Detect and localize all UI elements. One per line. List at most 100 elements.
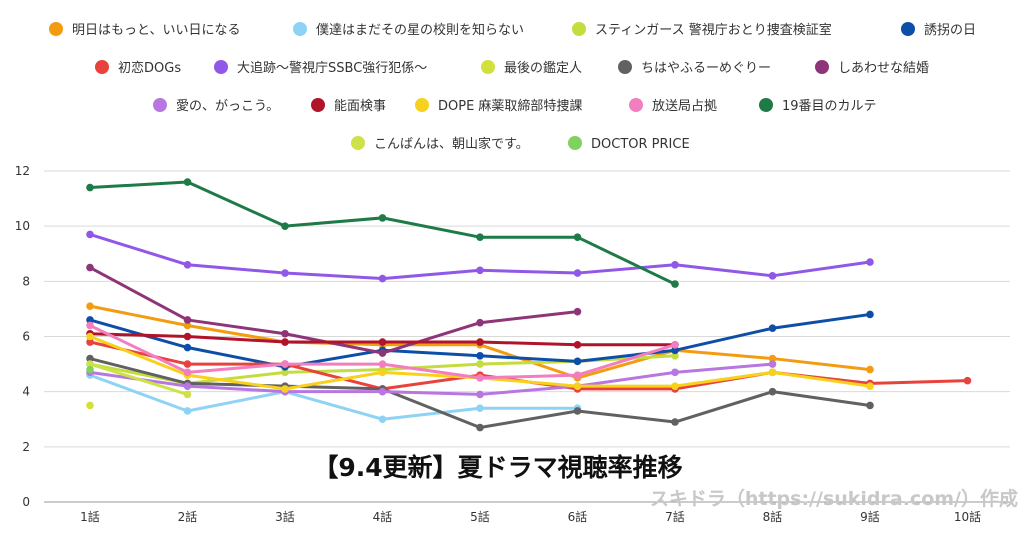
data-point [86,321,94,330]
data-point [86,354,94,363]
series-3 [86,310,874,371]
data-point [183,321,192,330]
legend-item-9[interactable]: 愛の、がっこう。 [153,98,279,114]
series-layer [86,178,972,432]
legend-item-1[interactable]: 僕達はまだその星の校則を知らない [293,22,524,38]
data-point [183,407,192,415]
legend-item-0[interactable]: 明日はもっと、いい日になる [49,22,240,38]
data-point [768,272,777,280]
legend-marker [95,60,109,74]
y-tick-label: 4 [22,385,30,399]
legend-marker [815,60,829,74]
series-15 [86,365,94,374]
watermark-text: スキドラ（https://sukidra.com/）作成 [650,487,1018,510]
x-tick-label: 6話 [568,509,588,524]
legend-item-11[interactable]: DOPE 麻薬取締部特捜課 [415,98,582,114]
x-tick-label: 1話 [80,509,100,524]
data-point [671,382,679,390]
data-point [671,280,679,288]
legend-marker [481,60,495,74]
y-tick-label: 12 [15,164,30,178]
series-14 [86,360,192,399]
legend-marker [351,136,365,150]
series-line [88,362,774,396]
data-point [573,340,582,349]
legend-item-14[interactable]: こんばんは、朝山家です。 [351,136,529,152]
x-tick-label: 4話 [373,509,393,524]
series-6 [86,401,94,410]
data-point [378,214,387,222]
legend-item-15[interactable]: DOCTOR PRICE [568,136,690,152]
legend-label: スティンガース 警視庁おとり捜査検証室 [595,22,832,38]
data-point [378,415,387,424]
legend-item-7[interactable]: ちはやふるーめぐりー [618,60,771,76]
data-point [476,423,484,432]
legend-item-10[interactable]: 能面検事 [311,98,386,114]
legend-marker [311,98,325,112]
data-point [378,274,387,283]
data-point [573,269,582,277]
y-tick-label: 2 [22,440,30,454]
data-point [963,376,972,385]
data-point [671,418,679,426]
data-point [476,266,484,275]
data-point [768,368,777,377]
data-point [86,338,94,346]
data-point [86,316,94,324]
data-point [281,338,289,346]
legend-item-2[interactable]: スティンガース 警視庁おとり捜査検証室 [572,22,832,38]
x-tick-label: 9話 [860,509,880,524]
data-point [573,307,582,316]
y-tick-label: 10 [15,219,30,233]
legend-item-12[interactable]: 放送局占拠 [629,98,717,114]
data-point [573,382,582,390]
legend-item-5[interactable]: 大追跡〜警視庁SSBC強行犯係〜 [214,60,427,76]
legend-label: 愛の、がっこう。 [176,99,279,114]
data-point [768,324,777,333]
data-point [866,310,874,319]
data-point [183,382,192,390]
data-point [573,407,582,415]
series-line [88,362,189,396]
data-point [183,368,192,377]
legend-label: 能面検事 [334,99,386,114]
x-tick-label: 2話 [178,509,198,524]
series-13 [86,178,679,288]
legend-label: DOPE 麻薬取締部特捜課 [438,98,582,114]
legend-marker [901,22,915,36]
data-point [476,360,484,368]
series-10 [86,329,679,349]
legend-label: 明日はもっと、いい日になる [72,23,240,38]
legend-label: ちはやふるーめぐりー [641,61,771,76]
data-point [281,360,289,368]
data-point [86,263,94,272]
data-point [378,387,387,396]
data-point [866,401,874,410]
chart-title: 【9.4更新】夏ドラマ視聴率推移 [313,453,682,482]
legend-item-6[interactable]: 最後の鑑定人 [481,60,582,76]
x-tick-label: 10話 [954,509,981,524]
legend-item-4[interactable]: 初恋DOGs [95,60,181,76]
series-line [88,373,579,421]
data-point [476,374,484,382]
data-point [573,233,582,241]
legend-item-13[interactable]: 19番目のカルテ [759,98,877,114]
legend-label: 放送局占拠 [652,99,717,114]
legend-item-8[interactable]: しあわせな結婚 [815,60,929,76]
data-point [86,365,94,374]
data-point [671,368,679,377]
legend-item-3[interactable]: 誘拐の日 [901,22,976,38]
legend-marker [629,98,643,112]
data-point [476,318,484,327]
data-point [86,302,94,310]
legend-marker [415,98,429,112]
data-point [281,269,289,277]
data-point [866,258,874,266]
series-5 [86,230,874,283]
data-point [671,352,679,360]
data-point [86,183,94,192]
data-point [183,390,192,399]
data-point [671,346,679,355]
data-point [281,385,289,393]
